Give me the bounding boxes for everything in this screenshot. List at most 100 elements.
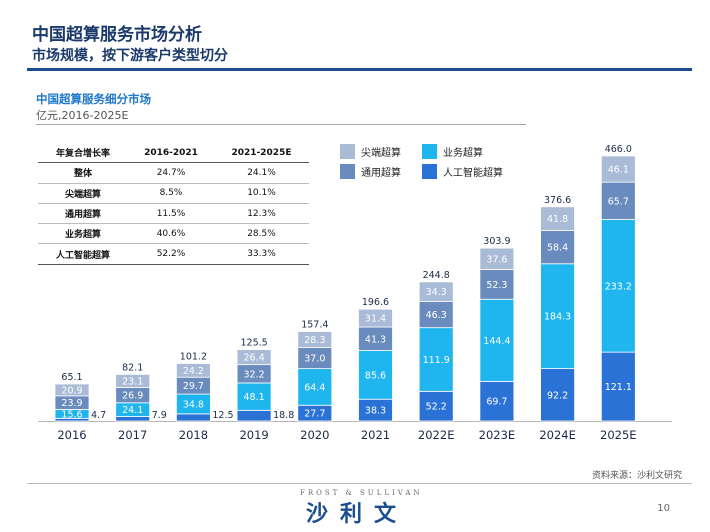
cagr-row: 通用超算 11.5% 12.3%	[38, 203, 309, 225]
bar-segment	[236, 349, 272, 366]
data-label: 52.2	[426, 402, 447, 413]
brand-logo-cn: 沙利文	[306, 502, 409, 527]
data-label: 26.9	[122, 391, 143, 402]
cagr-value: 8.5%	[128, 183, 214, 204]
data-label: 58.4	[547, 243, 568, 254]
data-label: 37.0	[304, 354, 325, 365]
legend-label: 通用超算	[361, 168, 401, 179]
bar-segment	[115, 416, 151, 422]
legend-item: 通用超算	[340, 164, 401, 179]
data-label: 27.7	[304, 409, 325, 420]
bar-segment	[479, 269, 515, 300]
cagr-value: 40.6%	[128, 223, 214, 245]
x-tick-label: 2020	[300, 428, 329, 442]
data-label: 144.4	[483, 336, 510, 347]
bar-segment	[236, 382, 272, 411]
legend-label: 尖端超算	[361, 148, 401, 159]
data-label: 46.3	[426, 310, 447, 321]
chart-unit: 亿元,2016-2025E	[36, 109, 129, 122]
total-label: 82.1	[122, 362, 143, 373]
data-label: 64.4	[304, 382, 325, 393]
page-title: 中国超算服务市场分析	[32, 25, 202, 45]
cagr-header-cell: 2016-2021	[128, 143, 214, 164]
bar-segment	[54, 383, 90, 397]
cagr-value: 33.3%	[214, 243, 309, 265]
total-label: 244.8	[423, 270, 450, 281]
total-label: 196.6	[362, 297, 389, 308]
cagr-row: 整体 24.7% 24.1%	[38, 162, 309, 184]
data-label: 37.6	[486, 254, 507, 265]
total-label: 101.2	[180, 351, 207, 362]
data-label: 26.4	[244, 353, 265, 364]
data-label: 15.6	[61, 409, 82, 420]
x-tick-label: 2024E	[539, 428, 576, 442]
bar-segment	[418, 281, 454, 302]
brand-logo-en: FROST & SULLIVAN	[300, 489, 423, 497]
total-label: 157.4	[301, 319, 328, 330]
data-label: 41.3	[365, 334, 386, 345]
bar-segment	[115, 373, 151, 388]
title-divider	[27, 68, 692, 71]
cagr-segment: 整体	[38, 162, 128, 184]
data-label: 23.1	[122, 376, 143, 387]
legend-item: 人工智能超算	[422, 164, 503, 179]
cagr-value: 24.7%	[128, 162, 214, 184]
page-number: 10	[657, 503, 670, 514]
cagr-value: 28.5%	[214, 223, 309, 245]
legend-label: 人工智能超算	[443, 168, 503, 179]
data-label: 38.3	[365, 406, 386, 417]
x-tick-label: 2016	[57, 428, 86, 442]
x-tick-label: 2017	[118, 428, 147, 442]
cagr-header-cell: 2021-2025E	[214, 143, 309, 164]
data-label: 111.9	[423, 355, 450, 366]
source-note: 资料来源：沙利文研究	[591, 471, 682, 481]
x-tick-label: 2019	[239, 428, 268, 442]
data-label: 23.9	[61, 398, 82, 409]
cagr-row: 业务超算 40.6% 28.5%	[38, 223, 309, 245]
legend-item: 业务超算	[422, 144, 483, 159]
data-label: 85.6	[365, 370, 386, 381]
data-label: 31.4	[365, 314, 386, 325]
page-subtitle: 市场规模，按下游客户类型切分	[32, 48, 228, 64]
bar-segment	[600, 181, 636, 220]
bar-segment	[175, 363, 211, 378]
data-label: 233.2	[605, 281, 632, 292]
legend-item: 尖端超算	[340, 144, 401, 159]
bar-segment	[175, 413, 211, 422]
data-label: 34.3	[426, 287, 447, 298]
data-label: 24.2	[183, 366, 204, 377]
bar-segment	[600, 351, 636, 422]
data-label: 34.8	[183, 399, 204, 410]
bar-segment	[418, 390, 454, 422]
cagr-header-cell: 年复合增长率	[38, 143, 128, 164]
legend-swatch	[422, 144, 437, 159]
bar-segment	[418, 327, 454, 392]
legend-swatch	[422, 164, 437, 179]
data-label: 184.3	[544, 312, 571, 323]
data-label: 4.7	[91, 410, 106, 421]
chart-title: 中国超算服务细分市场	[36, 92, 151, 106]
bar-segment	[540, 206, 575, 231]
data-label: 65.7	[608, 196, 629, 207]
legend-label: 业务超算	[443, 148, 483, 159]
bar-segment	[297, 331, 333, 348]
stacked-bar-chart: 4.7 15.623.9 20.9 65.1 2016 7.9 24.1 26.9 23.1 82…	[38, 144, 672, 442]
x-tick-label: 2025E	[600, 428, 637, 442]
x-tick-label: 2023E	[479, 428, 516, 442]
bar-segment	[479, 247, 515, 270]
data-label: 48.1	[244, 392, 265, 403]
cagr-segment: 通用超算	[38, 203, 128, 225]
cagr-segment: 尖端超算	[38, 183, 128, 204]
legend-swatch	[340, 144, 355, 159]
bar-segment	[540, 368, 575, 422]
data-label: 32.2	[244, 369, 265, 380]
total-label: 303.9	[483, 236, 510, 247]
bar-segment	[479, 298, 515, 382]
x-tick-label: 2021	[361, 428, 390, 442]
cagr-row: 尖端超算 8.5% 10.1%	[38, 183, 309, 204]
legend-swatch	[340, 164, 355, 179]
data-label: 28.3	[304, 335, 325, 346]
cagr-segment: 人工智能超算	[38, 243, 128, 265]
bar-group: 4.7 15.623.9 20.9 65.1 2016 7.9 24.1 26.9 23.1 82…	[38, 144, 672, 442]
data-label: 29.7	[183, 381, 204, 392]
